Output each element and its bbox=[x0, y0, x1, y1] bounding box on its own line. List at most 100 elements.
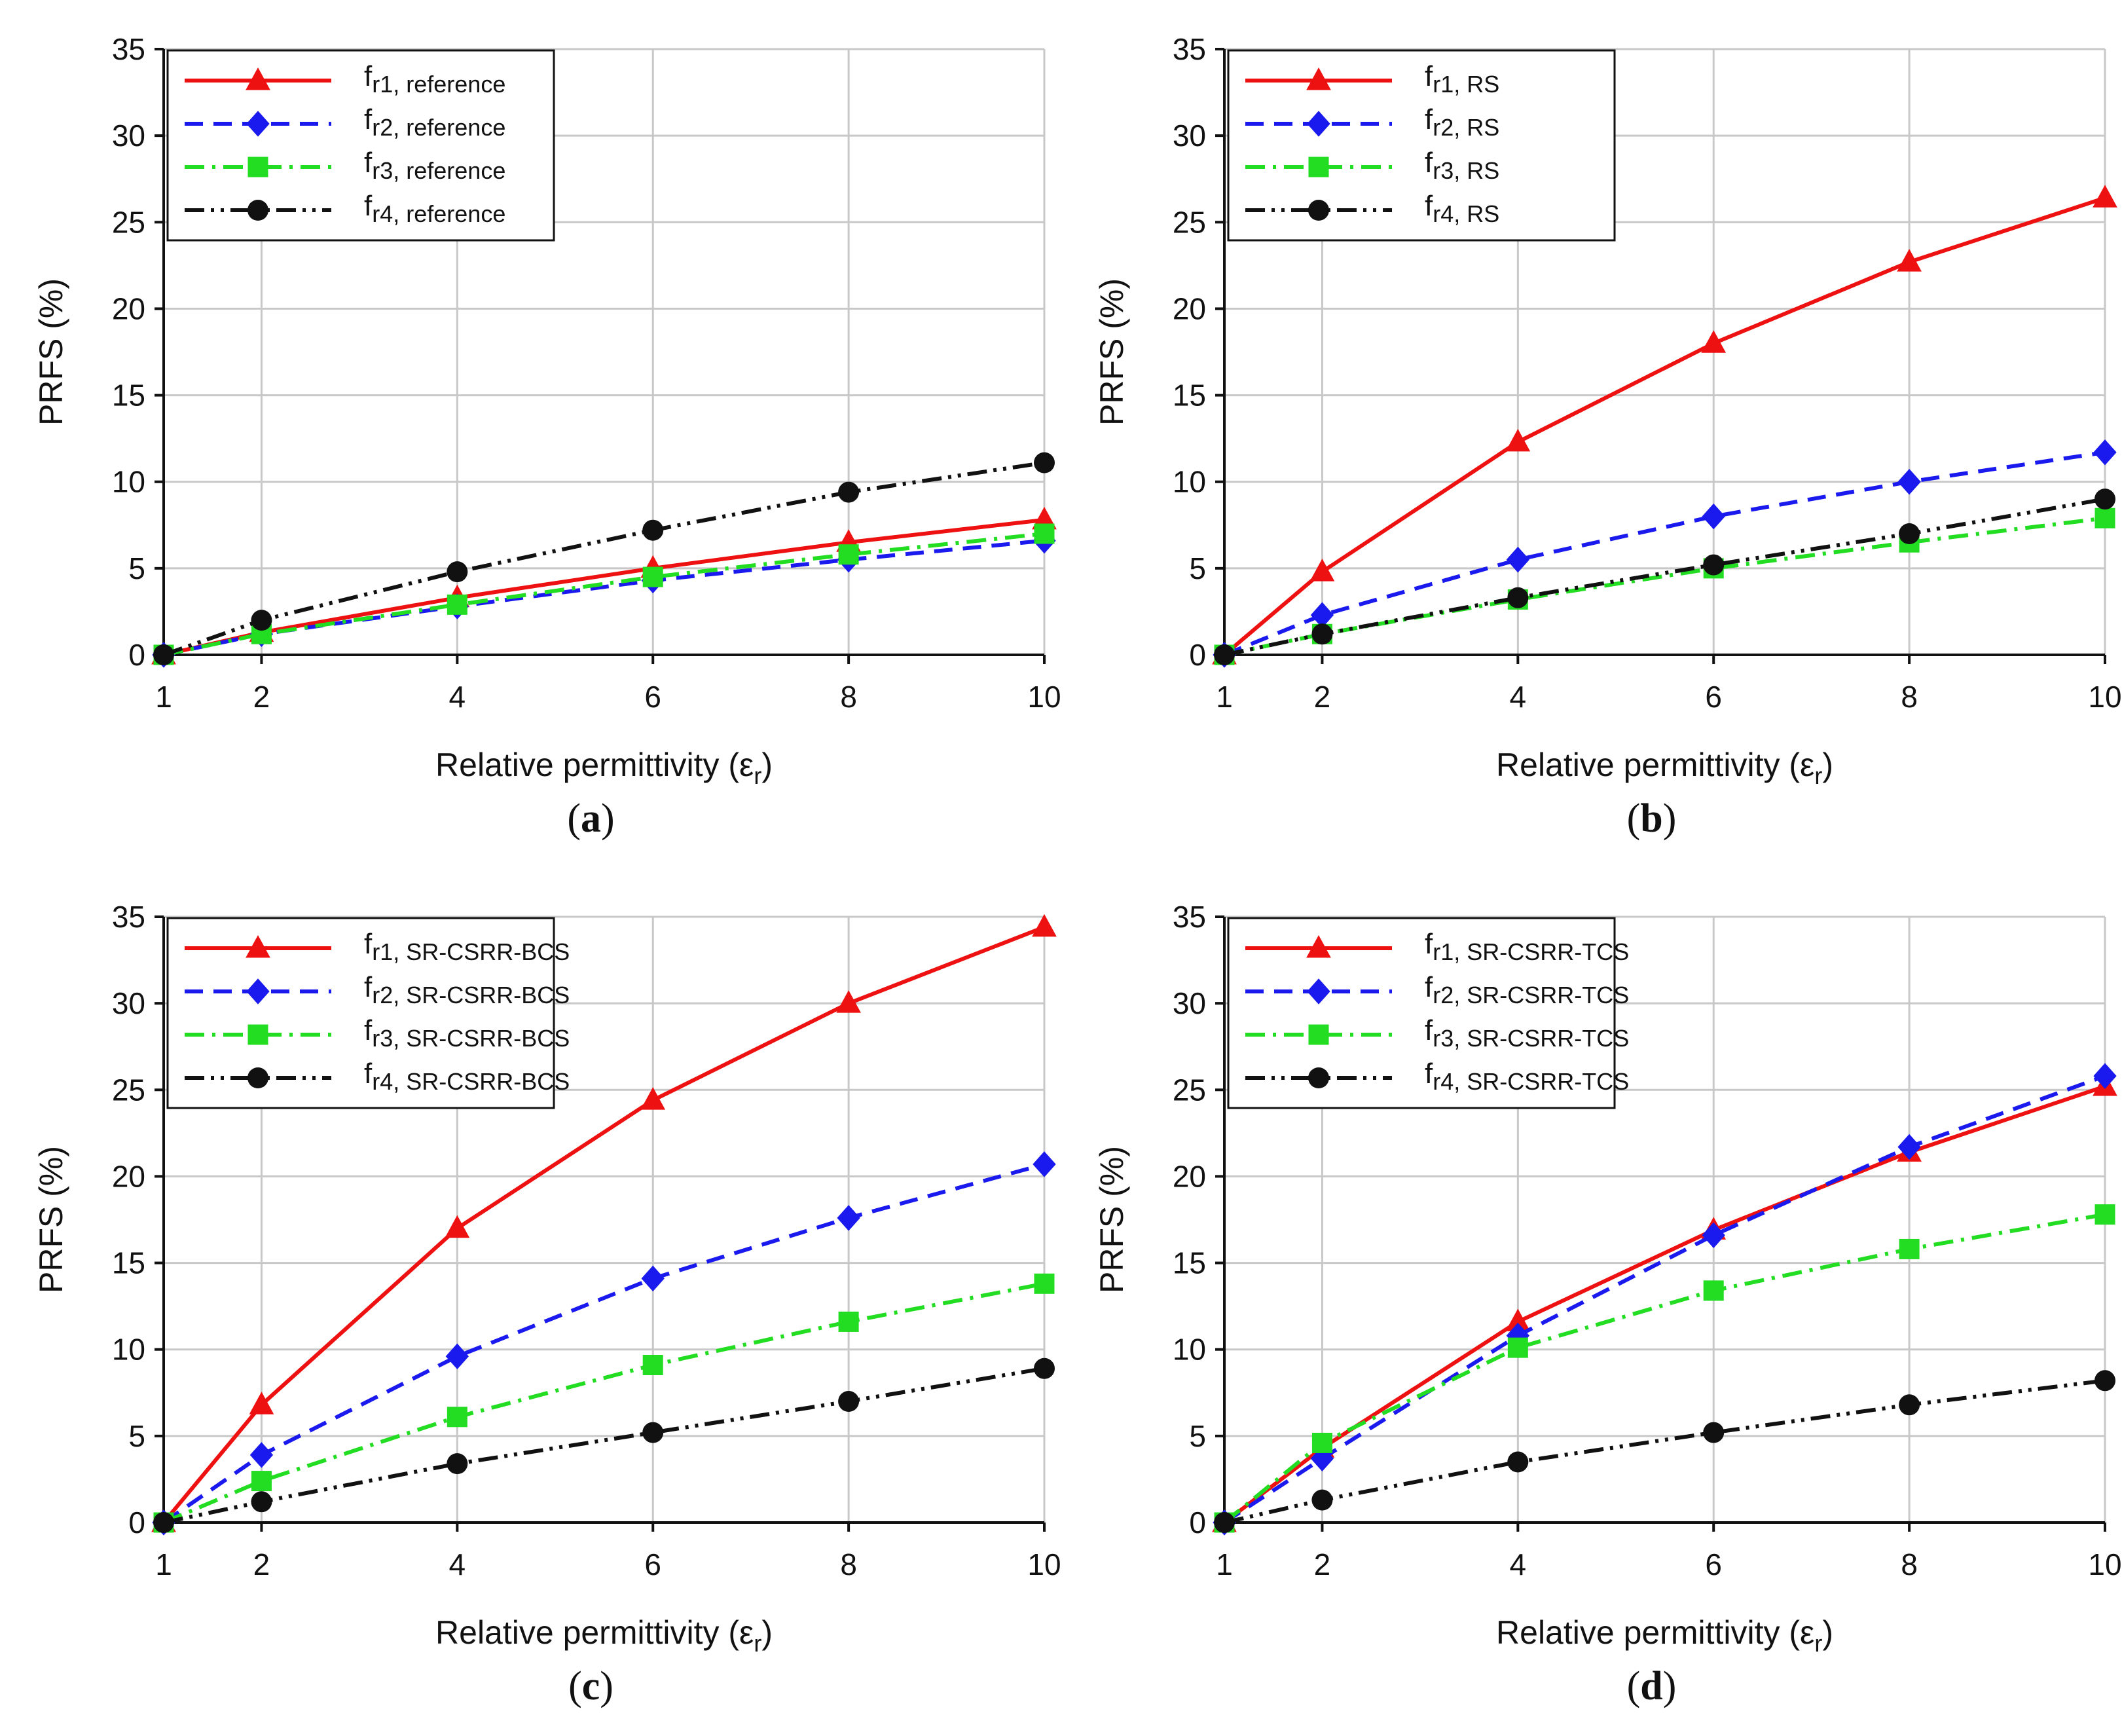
x-axis-title: Relative permittivity (εr) bbox=[1496, 747, 1833, 789]
x-tick-label: 4 bbox=[449, 680, 466, 714]
legend-label: fr3, RS bbox=[1425, 147, 1499, 184]
series-line bbox=[1224, 1378, 2106, 1524]
y-tick-label: 20 bbox=[1173, 291, 1206, 325]
legend-item-2: fr2, RS bbox=[1245, 103, 1499, 141]
y-tick-label: 0 bbox=[128, 638, 145, 672]
x-tick-label: 2 bbox=[253, 680, 270, 714]
data-point bbox=[447, 1453, 468, 1475]
y-tick-label: 10 bbox=[1173, 1333, 1206, 1367]
series-line bbox=[1223, 1074, 2106, 1524]
series-4 bbox=[1214, 1370, 2115, 1533]
legend-label: fr4, SR-CSRR-BCS bbox=[364, 1058, 570, 1095]
legend: fr1, RS fr2, RS fr3, RS fr4, RS bbox=[1227, 49, 1616, 242]
legend-item-3: fr3, SR-CSRR-BCS bbox=[185, 1014, 570, 1052]
legend-item-4: fr4, SR-CSRR-TCS bbox=[1245, 1058, 1629, 1095]
y-tick-label: 5 bbox=[1189, 551, 1206, 585]
data-point bbox=[837, 1205, 860, 1231]
x-tick-label: 10 bbox=[2088, 680, 2121, 714]
series-line bbox=[1223, 450, 2106, 657]
data-point bbox=[1897, 1134, 1921, 1160]
legend-marker bbox=[1306, 934, 1331, 958]
legend-item-2: fr2, SR-CSRR-BCS bbox=[185, 971, 570, 1008]
x-tick-label: 8 bbox=[840, 1547, 857, 1581]
data-point bbox=[445, 1215, 470, 1238]
y-tick-label: 30 bbox=[112, 986, 145, 1020]
legend-marker bbox=[1307, 111, 1330, 137]
y-axis-title: PRFS (%) bbox=[1093, 278, 1130, 426]
data-point bbox=[2093, 185, 2117, 208]
chart-svg-b: 0 5 10 15 20 25 30 35 1 2 4 6 8 10 PRFS (%) Relative pe… bbox=[1093, 32, 2121, 841]
data-point bbox=[642, 1355, 663, 1375]
legend: fr1, SR-CSRR-TCS fr2, SR-CSRR-TCS fr3, SR-… bbox=[1227, 917, 1629, 1109]
panel-caption: (c) bbox=[568, 1664, 613, 1708]
y-tick-label: 25 bbox=[112, 1073, 145, 1107]
y-tick-label: 5 bbox=[128, 1419, 145, 1453]
data-point bbox=[1897, 249, 1922, 272]
grid bbox=[1223, 915, 2106, 1524]
x-tick-label: 1 bbox=[1216, 680, 1233, 714]
data-point bbox=[1899, 1238, 1920, 1259]
data-point bbox=[1034, 1273, 1055, 1294]
y-tick-label: 20 bbox=[112, 291, 145, 325]
x-axis-title: Relative permittivity (εr) bbox=[1496, 1614, 1833, 1657]
legend-label: fr2, SR-CSRR-BCS bbox=[364, 971, 570, 1008]
data-point bbox=[640, 1087, 666, 1110]
series-line bbox=[1224, 497, 2106, 657]
series-4 bbox=[153, 452, 1055, 665]
data-point bbox=[1311, 623, 1333, 645]
legend-label: fr3, SR-CSRR-BCS bbox=[364, 1014, 570, 1052]
data-point bbox=[1034, 523, 1055, 544]
legend-label: fr2, reference bbox=[364, 103, 505, 141]
data-point bbox=[153, 644, 174, 665]
data-point bbox=[1507, 1451, 1529, 1473]
data-point bbox=[2095, 1370, 2115, 1392]
chart-panel-b: 0 5 10 15 20 25 30 35 1 2 4 6 8 10 PRFS (%) Relative pe… bbox=[1061, 0, 2121, 868]
legend-label: fr2, RS bbox=[1425, 103, 1499, 141]
chart-svg-d: 0 5 10 15 20 25 30 35 1 2 4 6 8 10 PRFS (%) Relative pe… bbox=[1093, 900, 2121, 1708]
y-tick-label: 25 bbox=[1173, 205, 1206, 239]
x-tick-label: 10 bbox=[2088, 1547, 2121, 1581]
x-tick-label: 4 bbox=[449, 1547, 466, 1581]
x-tick-label: 8 bbox=[840, 680, 857, 714]
series-line bbox=[162, 1282, 1045, 1524]
legend-marker bbox=[247, 1067, 268, 1088]
legend-label: fr1, SR-CSRR-BCS bbox=[364, 928, 570, 965]
data-point bbox=[1899, 523, 1920, 544]
y-tick-label: 35 bbox=[1173, 900, 1206, 934]
legend-marker bbox=[1308, 1067, 1329, 1088]
legend-label: fr1, RS bbox=[1425, 60, 1499, 98]
y-tick-label: 35 bbox=[112, 32, 145, 66]
data-point bbox=[1034, 1357, 1055, 1379]
legend-item-4: fr4, RS bbox=[1245, 190, 1499, 227]
data-point bbox=[2093, 1063, 2117, 1089]
y-tick-label: 15 bbox=[112, 1246, 145, 1280]
data-point bbox=[838, 481, 860, 503]
y-tick-label: 15 bbox=[112, 379, 145, 413]
series-line bbox=[163, 538, 1045, 657]
x-tick-label: 6 bbox=[1705, 1547, 1722, 1581]
data-point bbox=[1034, 452, 1055, 473]
legend-marker bbox=[246, 67, 270, 90]
legend-item-1: fr1, RS bbox=[1245, 60, 1499, 98]
legend-label: fr4, reference bbox=[364, 190, 505, 227]
data-point bbox=[1702, 1222, 1725, 1249]
y-axis-title: PRFS (%) bbox=[1093, 1146, 1130, 1293]
y-tick-label: 10 bbox=[112, 1333, 145, 1367]
legend-item-4: fr4, SR-CSRR-BCS bbox=[185, 1058, 570, 1095]
legend-item-2: fr2, SR-CSRR-TCS bbox=[1245, 971, 1629, 1008]
series-3 bbox=[153, 1273, 1055, 1533]
x-tick-label: 8 bbox=[1901, 680, 1918, 714]
y-tick-label: 15 bbox=[1173, 379, 1206, 413]
legend-label: fr3, reference bbox=[364, 147, 505, 184]
y-tick-label: 10 bbox=[1173, 465, 1206, 499]
data-point bbox=[251, 1471, 272, 1492]
data-point bbox=[153, 1512, 174, 1533]
x-tick-label: 1 bbox=[155, 680, 172, 714]
series-line bbox=[162, 925, 1046, 1524]
legend-marker bbox=[1307, 978, 1330, 1005]
data-point bbox=[1701, 330, 1727, 353]
data-point bbox=[445, 1343, 469, 1370]
series-4 bbox=[153, 1357, 1055, 1533]
data-point bbox=[642, 1422, 664, 1443]
x-axis-title: Relative permittivity (εr) bbox=[435, 747, 773, 789]
